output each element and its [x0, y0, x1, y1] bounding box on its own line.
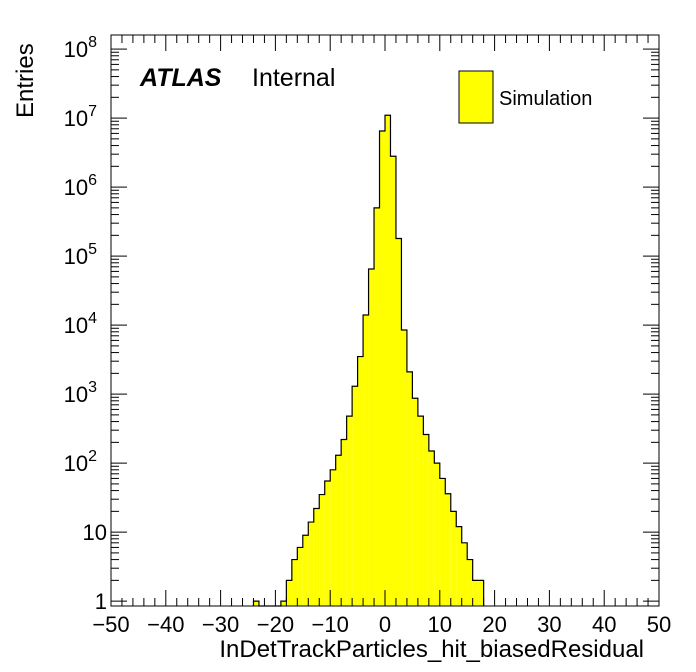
histogram-bin — [461, 542, 468, 606]
y-tick-label: 1 — [95, 589, 107, 614]
x-tick-label: 30 — [537, 612, 561, 637]
histogram-bin — [308, 522, 314, 606]
histogram-bin — [330, 469, 336, 606]
histogram-bin — [379, 131, 385, 607]
histogram-bin — [341, 439, 347, 606]
histogram-bin — [352, 386, 358, 606]
histogram-bin — [368, 269, 375, 606]
histogram-bin — [363, 315, 369, 606]
histogram-bin — [417, 416, 424, 606]
histogram-bin — [291, 559, 298, 606]
histogram-bin — [434, 463, 440, 606]
histogram-bin — [445, 493, 451, 606]
atlas-status-label: Internal — [252, 64, 335, 92]
histogram-bin — [324, 481, 331, 606]
histogram-bin — [357, 356, 364, 606]
y-tick-label: 103 — [64, 379, 97, 407]
x-tick-label: −30 — [202, 612, 239, 637]
x-tick-label: 0 — [379, 612, 391, 637]
histogram-bin — [297, 547, 303, 606]
y-tick-label: 108 — [64, 34, 97, 62]
histogram-bin — [335, 455, 342, 606]
histogram-bin — [467, 559, 473, 606]
axis-ticks — [110, 35, 660, 606]
x-tick-label: −10 — [312, 612, 349, 637]
histogram-bin — [253, 601, 259, 606]
histogram-bin — [478, 580, 484, 606]
histogram-bin — [390, 156, 396, 607]
x-tick-labels: −50 −40 −30 −20 −10 0 10 20 30 40 50 — [92, 612, 671, 637]
x-tick-label: 50 — [647, 612, 671, 637]
x-tick-label: −40 — [147, 612, 184, 637]
legend-swatch — [458, 70, 494, 124]
histogram-bin — [423, 434, 429, 606]
y-tick-label: 106 — [64, 172, 97, 200]
x-tick-label: −20 — [257, 612, 294, 637]
y-tick-label: 10 — [83, 520, 107, 545]
histogram-bars — [252, 114, 485, 607]
histogram-bin — [439, 478, 446, 606]
x-tick-label: 20 — [482, 612, 506, 637]
histogram-bin — [450, 511, 457, 606]
histogram-bin — [472, 580, 479, 606]
histogram-bin — [406, 371, 413, 606]
histogram-bin — [302, 535, 309, 606]
y-tick-label: 107 — [64, 103, 97, 131]
histogram-bin — [313, 508, 320, 606]
histogram-bin — [385, 115, 391, 607]
histogram-bin — [319, 494, 325, 606]
y-tick-label: 104 — [64, 310, 97, 338]
histogram-bin — [412, 398, 418, 606]
x-axis-title: InDetTrackParticles_hit_biasedResidual — [219, 636, 644, 663]
atlas-label: ATLAS — [139, 64, 222, 92]
histogram-bin — [346, 416, 353, 606]
x-tick-label: 40 — [592, 612, 616, 637]
histogram-bin — [286, 580, 292, 606]
histogram-bin — [395, 238, 402, 606]
histogram-bin — [428, 450, 435, 606]
x-tick-label: −50 — [92, 612, 129, 637]
y-axis-title: Entries — [12, 43, 39, 118]
y-tick-labels: 1 10 102 103 104 105 106 107 108 — [64, 34, 107, 614]
plot-frame — [110, 34, 660, 607]
histogram-bin — [401, 329, 407, 606]
x-tick-label: 10 — [428, 612, 452, 637]
histogram-outline — [252, 114, 485, 607]
y-tick-label: 102 — [64, 448, 97, 476]
legend-label: Simulation — [499, 88, 592, 110]
y-tick-label: 105 — [64, 241, 97, 269]
histogram-bin — [374, 207, 380, 607]
histogram-bin — [280, 601, 287, 606]
histogram-bin — [456, 526, 462, 606]
